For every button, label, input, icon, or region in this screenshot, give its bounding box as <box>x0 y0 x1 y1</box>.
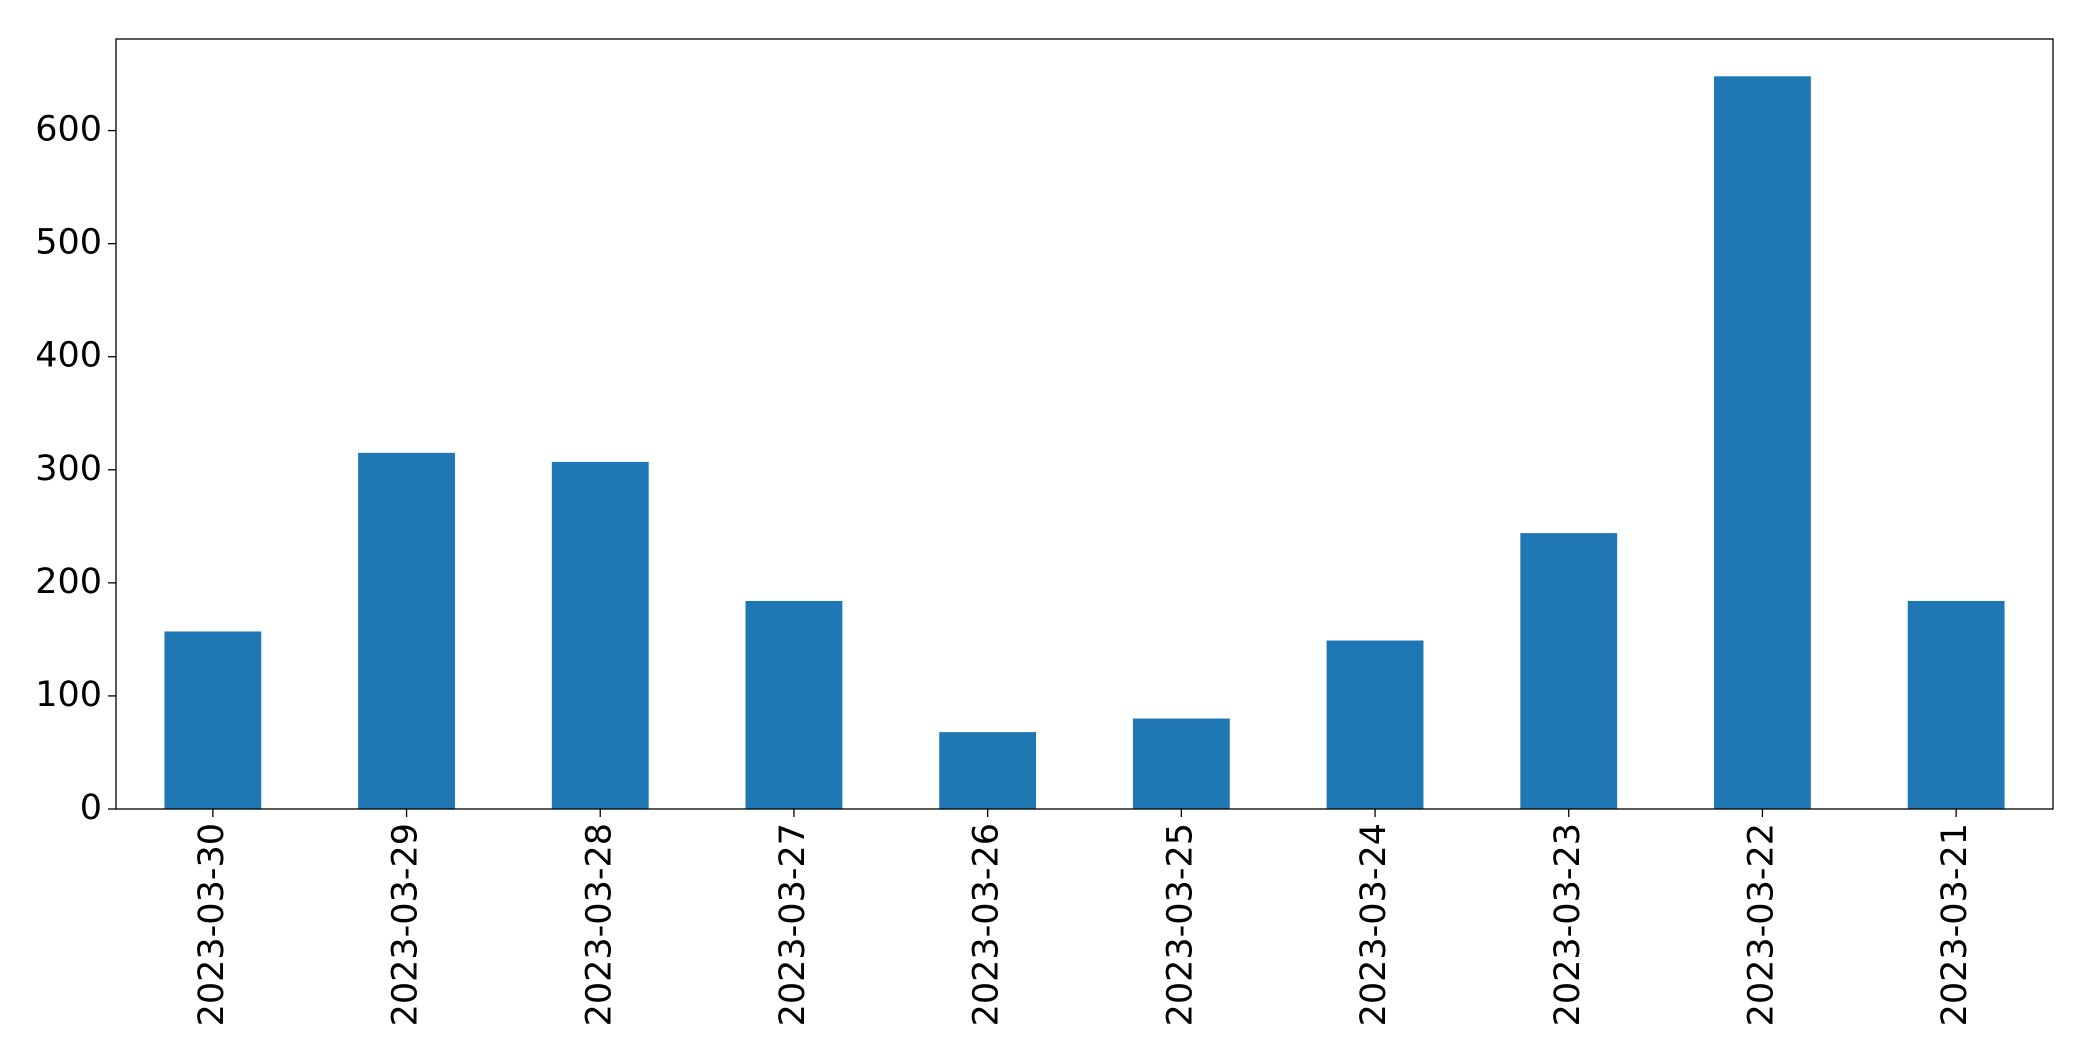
x-tick-label: 2023-03-26 <box>967 823 1007 1026</box>
x-tick-label: 2023-03-22 <box>1741 823 1781 1026</box>
x-tick-label: 2023-03-25 <box>1160 823 1200 1026</box>
bar <box>358 452 455 809</box>
x-tick-label: 2023-03-28 <box>579 823 619 1026</box>
bar <box>1520 533 1618 809</box>
x-tick-label: 2023-03-21 <box>1935 823 1975 1026</box>
x-tick-label: 2023-03-23 <box>1548 823 1588 1026</box>
y-tick-label: 0 <box>80 788 102 828</box>
bar <box>745 600 843 809</box>
y-tick-label: 400 <box>35 336 102 376</box>
y-tick-label: 500 <box>35 223 102 263</box>
plot-frame <box>115 38 2054 810</box>
bar <box>1132 718 1230 809</box>
bar <box>939 732 1037 809</box>
y-tick-label: 100 <box>35 675 102 715</box>
bar <box>1326 640 1424 809</box>
x-tick-label: 2023-03-29 <box>386 823 426 1026</box>
bar <box>164 631 262 809</box>
x-tick-label: 2023-03-24 <box>1354 823 1394 1026</box>
y-tick-label: 600 <box>35 110 102 150</box>
x-tick-label: 2023-03-27 <box>773 823 813 1026</box>
bar <box>551 461 649 809</box>
bar <box>1907 600 2005 809</box>
x-tick-label: 2023-03-30 <box>192 823 232 1026</box>
y-tick-label: 300 <box>35 449 102 489</box>
y-tick-label: 200 <box>35 562 102 602</box>
bar <box>1714 76 1811 810</box>
